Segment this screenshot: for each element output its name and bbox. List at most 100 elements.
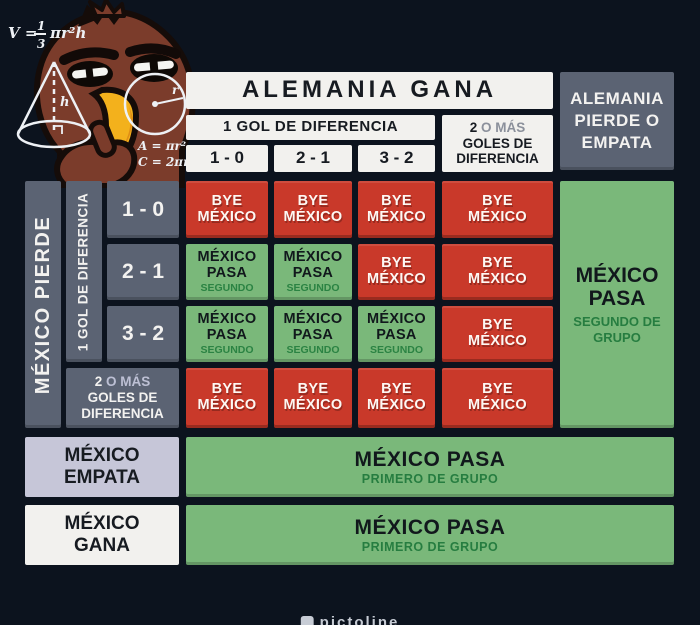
- outcome-line: MÉXICO: [468, 208, 527, 225]
- watermark: pictoline: [300, 614, 400, 625]
- eagle-eyebrow-right: [125, 43, 181, 59]
- outcome-line: PASA: [206, 326, 248, 343]
- outcome-cell-r3c2-pasa: MÉXICO PASA SEGUNDO: [274, 306, 352, 362]
- formula-frac-numerator: 1: [37, 19, 45, 33]
- outcome-line: BYE: [381, 192, 412, 209]
- area-formula: A = πr²: [137, 139, 186, 153]
- result-title: MÉXICO PASA: [354, 515, 506, 539]
- outcome-sub: SEGUNDO: [369, 343, 424, 356]
- two-o-mas-rest: GOLES DE DIFERENCIA: [456, 135, 539, 167]
- eagle-finger: [88, 119, 117, 158]
- result-sub: SEGUNDO DE GRUPO: [573, 314, 661, 345]
- cone-height-label: h: [60, 95, 69, 110]
- result-gana-mexico-pasa: MÉXICO PASA PRIMERO DE GRUPO: [186, 505, 674, 565]
- result-empata-mexico-pasa: MÉXICO PASA PRIMERO DE GRUPO: [186, 437, 674, 497]
- header-left-1gol-diferencia: 1 GOL DE DIFERENCIA: [66, 181, 102, 362]
- two-o-mas-rest: GOLES DE DIFERENCIA: [81, 389, 164, 422]
- header-top-2-o-mas: 2 O MÁS GOLES DE DIFERENCIA: [442, 115, 553, 172]
- outcome-cell-r2c3-bye: BYE MÉXICO: [358, 244, 435, 300]
- result-sub: PRIMERO DE GRUPO: [361, 539, 499, 554]
- outcome-line: MÉXICO: [367, 397, 426, 413]
- outcome-line: PASA: [376, 326, 417, 343]
- outcome-cell-r2c4-bye: BYE MÉXICO: [442, 244, 553, 300]
- eye-notch-right: [149, 59, 159, 74]
- outcome-line: MÉXICO: [283, 208, 343, 225]
- outcome-cell-r3c3-pasa: MÉXICO PASA SEGUNDO: [358, 306, 435, 362]
- result-column-mexico-pasa-segundo: MÉXICO PASA SEGUNDO DE GRUPO: [560, 181, 674, 428]
- watermark-text: pictoline: [319, 614, 400, 625]
- two-o-mas-mid: O MÁS: [106, 373, 151, 389]
- outcome-line: BYE: [482, 317, 513, 334]
- outcome-cell-r4c1-bye: BYE MÉXICO: [186, 368, 268, 428]
- two-o-mas-line: 2 O MÁS: [470, 120, 526, 136]
- outcome-line: BYE: [482, 381, 513, 398]
- outcome-cell-r1c3-bye: BYE MÉXICO: [358, 181, 435, 238]
- result-title: MÉXICO PASA: [354, 447, 506, 471]
- outcome-cell-r1c1-bye: BYE MÉXICO: [186, 181, 268, 238]
- two-o-mas-line: 2 O MÁS: [95, 374, 151, 390]
- outcome-line: MÉXICO: [367, 208, 426, 225]
- header-left-score-1-0: 1 - 0: [107, 181, 179, 238]
- outcome-cell-r4c4-bye: BYE MÉXICO: [442, 368, 553, 428]
- circle-radius-label: r: [172, 83, 180, 97]
- outcome-line: MÉXICO: [283, 397, 343, 413]
- condition-line: EMPATA: [64, 467, 140, 488]
- outcome-line: BYE: [381, 255, 412, 272]
- outcome-sub: SEGUNDO: [286, 281, 340, 294]
- outcome-line: BYE: [482, 192, 513, 209]
- outcome-line: BYE: [381, 381, 412, 398]
- eagle-mascot-illustration: V = 1 3 πr²h h r A = πr² C = 2πr: [8, 0, 196, 188]
- outcome-line: PASA: [292, 326, 334, 343]
- condition-line: GANA: [74, 535, 130, 556]
- outcome-line: MÉXICO: [197, 397, 257, 413]
- two-o-mas-num: 2: [94, 373, 103, 389]
- outcome-cell-r3c4-bye: BYE MÉXICO: [442, 306, 553, 362]
- outcome-sub: SEGUNDO: [286, 343, 340, 356]
- header-mexico-pierde: MÉXICO PIERDE: [25, 181, 61, 428]
- outcome-line: MÉXICO: [468, 271, 527, 287]
- outcome-line: MÉXICO: [468, 397, 527, 413]
- header-alemania-pierde-o-empata: ALEMANIA PIERDE O EMPATA: [560, 72, 674, 170]
- outcome-line: MÉXICO: [197, 310, 257, 327]
- outcome-cell-r2c2-pasa: MÉXICO PASA SEGUNDO: [274, 244, 352, 300]
- condition-line: MÉXICO: [64, 513, 140, 535]
- outcome-line: MÉXICO: [283, 310, 343, 327]
- outcome-line: PASA: [206, 264, 248, 281]
- outcome-cell-r1c4-bye: BYE MÉXICO: [442, 181, 553, 238]
- outcome-line: MÉXICO: [283, 248, 343, 265]
- outcome-line: MÉXICO: [197, 208, 257, 225]
- eagle-crest: [88, 0, 126, 18]
- outcome-cell-r3c1-pasa: MÉXICO PASA SEGUNDO: [186, 306, 268, 362]
- header-left-score-3-2: 3 - 2: [107, 306, 179, 362]
- outcome-line: BYE: [482, 255, 513, 272]
- result-sub: PRIMERO DE GRUPO: [361, 471, 499, 486]
- outcome-line: MÉXICO: [197, 248, 257, 265]
- condition-mexico-empata: MÉXICO EMPATA: [25, 437, 179, 497]
- watermark-logo-icon: [300, 616, 314, 625]
- outcome-line: BYE: [211, 192, 243, 209]
- outcome-cell-r4c3-bye: BYE MÉXICO: [358, 368, 435, 428]
- header-top-score-3-2: 3 - 2: [358, 145, 435, 172]
- header-left-score-2-1: 2 - 1: [107, 244, 179, 300]
- cone-sketch: [16, 61, 92, 149]
- outcome-line: MÉXICO: [468, 333, 527, 349]
- header-alemania-gana: ALEMANIA GANA: [186, 72, 553, 109]
- outcome-line: MÉXICO: [367, 271, 426, 287]
- outcome-cell-r2c1-pasa: MÉXICO PASA SEGUNDO: [186, 244, 268, 300]
- outcome-line: MÉXICO: [367, 310, 426, 327]
- formula-v-prefix: V =: [8, 24, 37, 42]
- left-1gol-label: 1 GOL DE DIFERENCIA: [75, 192, 91, 351]
- header-top-score-2-1: 2 - 1: [274, 145, 352, 172]
- outcome-line: PASA: [292, 264, 334, 281]
- outcome-line: BYE: [297, 381, 329, 398]
- volume-formula: V = 1 3 πr²h: [8, 19, 86, 51]
- two-o-mas-mid: O MÁS: [481, 119, 526, 135]
- mexico-pierde-label: MÉXICO PIERDE: [32, 215, 54, 394]
- condition-line: MÉXICO: [64, 445, 140, 467]
- condition-mexico-gana: MÉXICO GANA: [25, 505, 179, 565]
- eye-notch-left: [85, 66, 94, 80]
- formula-frac-bar: [34, 33, 46, 35]
- outcome-cell-r1c2-bye: BYE MÉXICO: [274, 181, 352, 238]
- formula-v-suffix: πr²h: [49, 24, 86, 42]
